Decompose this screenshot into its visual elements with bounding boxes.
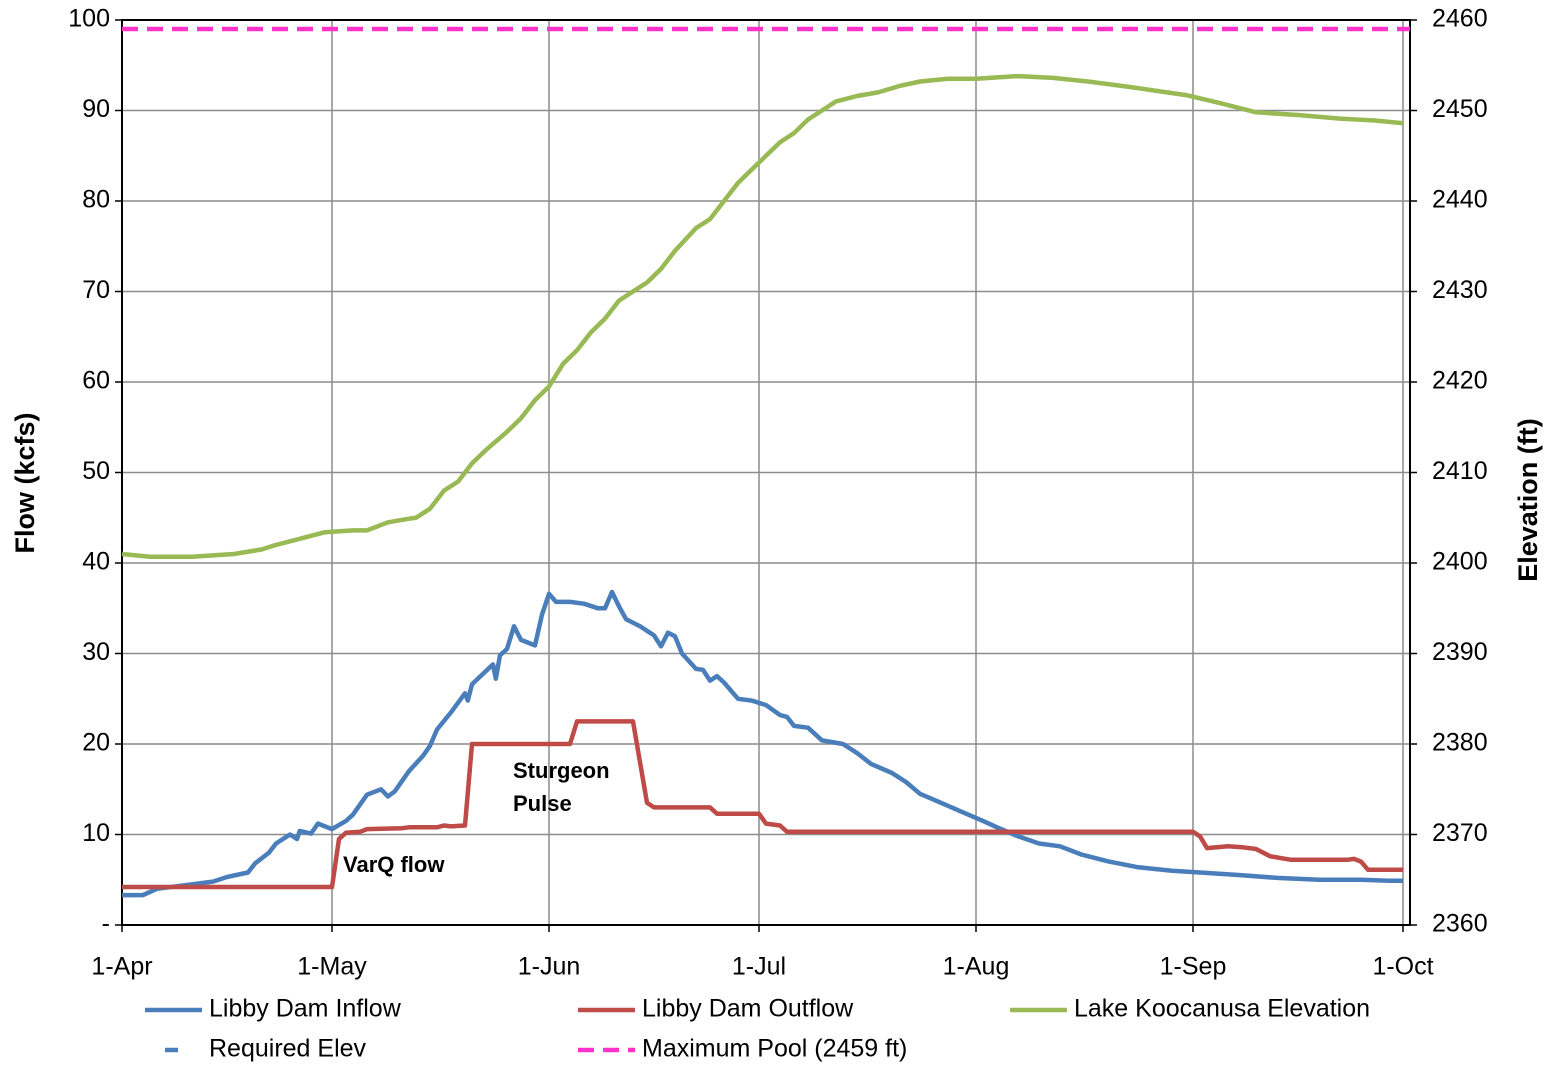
- legend-label: Required Elev: [209, 1035, 367, 1063]
- x-tick-label: 1-Jun: [518, 953, 581, 981]
- y-axis-title: Flow (kcfs): [10, 412, 40, 553]
- plot-frame: [121, 19, 1411, 926]
- y-tick-label: 40: [82, 548, 110, 576]
- x-tick-label: 1-Oct: [1372, 953, 1433, 981]
- y2-tick-label: 2410: [1432, 457, 1488, 485]
- y2-axis-title: Elevation (ft): [1513, 418, 1543, 582]
- x-tick-label: 1-Apr: [91, 953, 152, 981]
- x-tick-label: 1-Aug: [943, 953, 1010, 981]
- annotation: VarQ flow: [343, 852, 445, 877]
- annotation: Sturgeon Pulse: [513, 758, 610, 816]
- y2-tick-label: 2430: [1432, 276, 1488, 304]
- y-tick-label: 10: [82, 819, 110, 847]
- y-tick-label: 80: [82, 186, 110, 214]
- legend-label: Libby Dam Outflow: [642, 995, 854, 1023]
- y-tick-label: 50: [82, 457, 110, 485]
- y-tick-label: 100: [68, 5, 110, 33]
- y2-tick-label: 2360: [1432, 910, 1488, 938]
- legend-label: Lake Koocanusa Elevation: [1074, 995, 1370, 1023]
- y-tick-label: 20: [82, 729, 110, 757]
- y2-tick-label: 2420: [1432, 367, 1488, 395]
- y-tick-label: 30: [82, 638, 110, 666]
- x-tick-label: 1-May: [297, 953, 367, 981]
- y2-tick-label: 2380: [1432, 729, 1488, 757]
- y2-tick-label: 2390: [1432, 638, 1488, 666]
- x-tick-label: 1-Sep: [1160, 953, 1227, 981]
- y2-tick-label: 2400: [1432, 548, 1488, 576]
- legend-label: Libby Dam Inflow: [209, 995, 402, 1023]
- y2-tick-label: 2370: [1432, 819, 1488, 847]
- series-line: [122, 719, 1403, 890]
- legend-label: Maximum Pool (2459 ft): [642, 1035, 907, 1063]
- series-line: [121, 73, 1404, 559]
- series-line: [122, 589, 1403, 898]
- x-tick-label: 1-Jul: [732, 953, 786, 981]
- y2-tick-label: 2450: [1432, 95, 1488, 123]
- y-tick-label: 60: [82, 367, 110, 395]
- y-tick-label: 70: [82, 276, 110, 304]
- y2-tick-label: 2440: [1432, 186, 1488, 214]
- y2-tick-label: 2460: [1432, 5, 1488, 33]
- y-tick-label: 90: [82, 95, 110, 123]
- y-tick-label: -: [102, 910, 110, 938]
